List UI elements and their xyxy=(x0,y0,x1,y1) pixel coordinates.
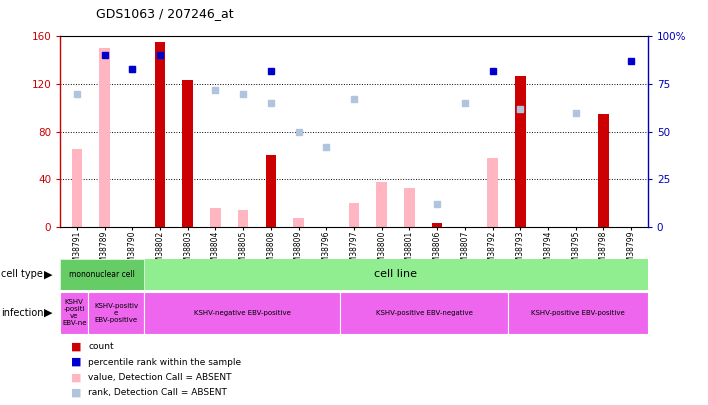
Bar xyxy=(210,208,221,227)
Bar xyxy=(293,218,304,227)
Text: mononuclear cell: mononuclear cell xyxy=(69,270,135,279)
Bar xyxy=(404,188,415,227)
Bar xyxy=(99,48,110,227)
Text: ■: ■ xyxy=(71,388,81,398)
Bar xyxy=(515,76,525,227)
Text: ■: ■ xyxy=(71,373,81,382)
Bar xyxy=(266,177,276,227)
Text: KSHV-positiv
e
EBV-positive: KSHV-positiv e EBV-positive xyxy=(94,303,138,323)
Bar xyxy=(487,158,498,227)
Bar xyxy=(60,259,144,290)
Text: rank, Detection Call = ABSENT: rank, Detection Call = ABSENT xyxy=(88,388,227,397)
Text: infection: infection xyxy=(1,308,44,318)
Text: cell type: cell type xyxy=(1,269,43,279)
Text: KSHV-positive EBV-positive: KSHV-positive EBV-positive xyxy=(531,310,624,316)
Bar xyxy=(183,188,193,227)
Text: count: count xyxy=(88,342,114,351)
Bar xyxy=(60,292,88,334)
Bar xyxy=(432,223,442,227)
Text: value, Detection Call = ABSENT: value, Detection Call = ABSENT xyxy=(88,373,232,382)
Bar xyxy=(349,203,359,227)
Bar xyxy=(377,181,387,227)
Text: ▶: ▶ xyxy=(44,269,52,279)
Text: KSHV
-positi
ve
EBV-ne: KSHV -positi ve EBV-ne xyxy=(62,299,86,326)
Bar xyxy=(598,114,609,227)
Text: percentile rank within the sample: percentile rank within the sample xyxy=(88,358,241,367)
Bar xyxy=(340,292,508,334)
Text: KSHV-negative EBV-positive: KSHV-negative EBV-positive xyxy=(193,310,290,316)
Text: ■: ■ xyxy=(71,357,81,367)
Text: GDS1063 / 207246_at: GDS1063 / 207246_at xyxy=(96,7,233,20)
Bar xyxy=(88,292,144,334)
Text: KSHV-positive EBV-negative: KSHV-positive EBV-negative xyxy=(375,310,472,316)
Bar xyxy=(144,292,340,334)
Bar xyxy=(508,292,648,334)
Bar xyxy=(72,149,82,227)
Bar xyxy=(155,43,165,227)
Text: cell line: cell line xyxy=(375,269,418,279)
Bar xyxy=(266,156,276,227)
Bar xyxy=(183,81,193,227)
Text: ■: ■ xyxy=(71,342,81,352)
Bar xyxy=(238,210,249,227)
Text: ▶: ▶ xyxy=(44,308,52,318)
